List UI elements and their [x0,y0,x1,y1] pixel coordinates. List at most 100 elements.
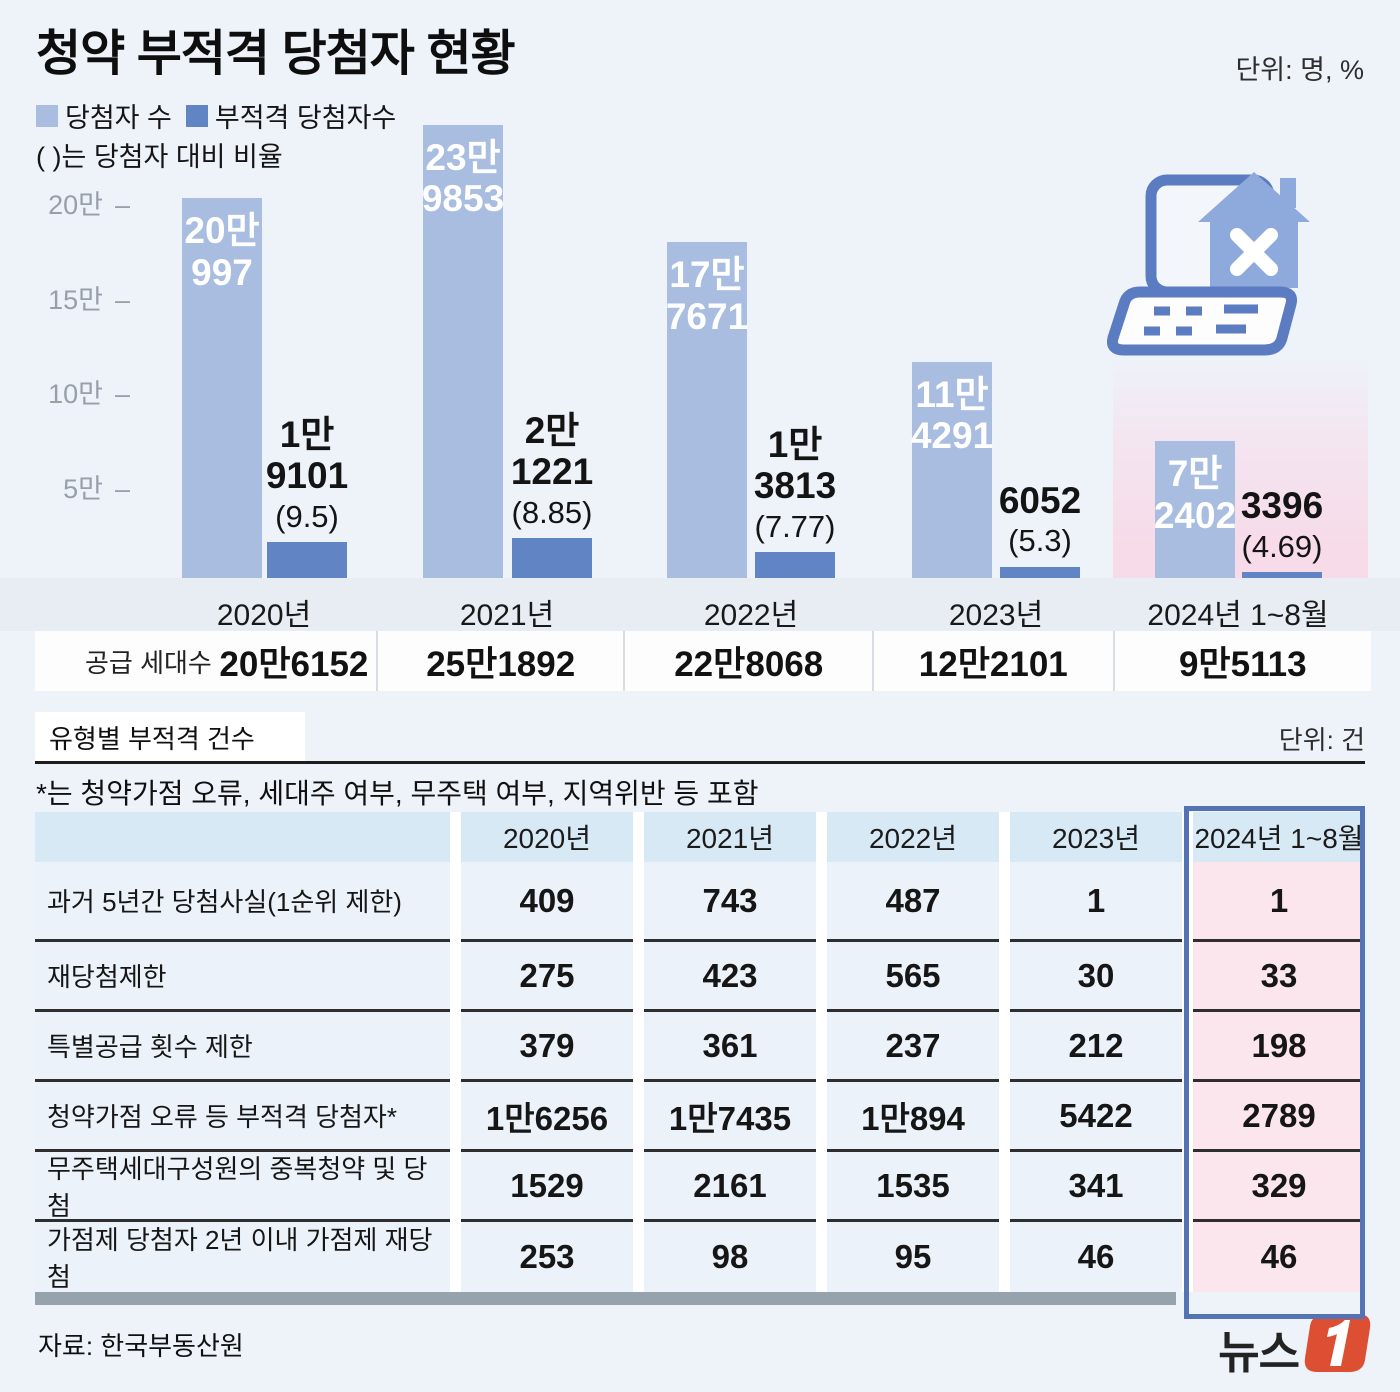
y-axis-tick: 15만 – [20,278,130,317]
table-cell-value: 341 [1010,1152,1182,1222]
x-axis-category: 2020년 [216,599,312,632]
table-header-year: 2024년 1~8월 [1193,812,1365,862]
table-cell-value: 198 [1193,1012,1365,1082]
table-footnote: *는 청약가점 오류, 세대주 여부, 무주택 여부, 지역위반 등 포함 [36,778,759,809]
news1-logo-one-icon [1304,1313,1371,1372]
winners-bar [182,198,262,578]
table-row-label: 재당첨제한 [35,942,450,1012]
table-cell-value: 237 [827,1012,999,1082]
table-cell-value: 329 [1193,1152,1365,1222]
y-tick-mark: – [114,379,130,409]
ineligible-value-label: 1만 9101 (9.5) [227,415,387,534]
ineligible-value-line: 3396 [1240,484,1324,526]
table-cell-value: 743 [644,862,816,942]
ineligible-ratio: (9.5) [275,498,339,534]
section-divider [35,761,1365,764]
ineligible-value-line: 6052 [998,479,1082,521]
x-axis-band [0,578,1400,631]
y-tick-label: 15만 [48,284,103,315]
section2-title-chip: 유형별 부적격 건수 [35,712,305,762]
ineligible-bar [1000,566,1080,578]
ineligible-ratio: (4.69) [1241,528,1323,564]
table-cell-value: 2161 [644,1152,816,1222]
winners-value-line: 17만 [669,254,745,296]
table-cell-value: 2789 [1193,1082,1365,1152]
legend-swatch-ineligible [185,104,208,127]
y-tick-label: 20만 [48,190,103,220]
winners-value-label: 20만 997 [170,210,274,293]
table-cell-value: 1529 [461,1152,633,1222]
table-cell-value: 1 [1193,862,1365,942]
supply-households-row: 공급 세대수 20만6152 25만1892 22만8068 12만2101 9만5113 [35,631,1371,691]
table-header-year: 2023년 [1010,812,1182,862]
winners-value-line: 23만 [425,136,501,178]
winners-bar [912,361,992,578]
table-header-year: 2021년 [644,812,816,862]
page-title: 청약 부적격 당첨자 현황 [36,27,516,81]
ineligible-ratio: (7.77) [754,508,836,544]
news1-logo-text: 뉴스 [1218,1327,1300,1378]
bar-chart: 20만 –15만 –10만 –5만 –20만 997 1만 9101 (9.5) 2020년 23만… [0,124,1400,632]
table-row-label: 무주택세대구성원의 중복청약 및 당첨 [35,1152,450,1222]
table-cell-value: 361 [644,1012,816,1082]
supply-value: 25만1892 [375,631,624,691]
section2-title: 유형별 부적격 건수 [49,723,255,754]
ineligible-value-line: 1만 [767,424,823,466]
table-header-year: 2020년 [461,812,633,862]
winners-value-line: 2402 [1153,494,1237,536]
ineligible-value-label: 3396 (4.69) [1202,484,1362,564]
ineligible-value-line: 3813 [753,465,837,507]
table-cell-value: 212 [1010,1012,1182,1082]
table-cell-value: 565 [827,942,999,1012]
table-cell-value: 275 [461,942,633,1012]
news1-logo: 뉴스 [1218,1304,1372,1381]
y-axis-tick: 5만 – [20,467,130,506]
x-axis-category: 2023년 [948,599,1044,632]
table-cell-value: 253 [461,1222,633,1292]
ineligible-bar [1242,571,1322,578]
winners-value-line: 997 [191,251,253,293]
supply-value: 12만2101 [871,631,1113,691]
laptop-house-x-icon [1107,172,1310,356]
table-cell-value: 33 [1193,942,1365,1012]
y-tick-mark: – [114,190,130,220]
y-tick-mark: – [114,284,130,315]
table-cell-value: 487 [827,862,999,942]
ineligible-bar [755,551,835,578]
table-header-empty [35,812,450,862]
table-cell-value: 1535 [827,1152,999,1222]
unit-label-mid: 단위: 건 [1278,725,1365,755]
y-tick-mark: – [114,473,130,504]
supply-value: 22만8068 [623,631,872,691]
table-cell-value: 1만6256 [461,1082,633,1152]
table-cell-value: 379 [461,1012,633,1082]
table-cell-value: 46 [1193,1222,1365,1292]
y-axis-tick: 20만 – [20,183,130,222]
x-axis-category: 2024년 1~8월 [1147,599,1329,632]
x-axis-category: 2022년 [703,599,799,632]
table-cell-value: 30 [1010,942,1182,1012]
table-cell-value: 1 [1010,862,1182,942]
supply-row-label: 공급 세대수 [85,647,212,678]
table-cell-value: 95 [827,1222,999,1292]
legend-label-winners: 당첨자 수 [65,103,172,133]
legend-swatch-winners [36,104,58,127]
ineligible-bar [512,537,592,578]
table-bottom-bar [35,1292,1176,1305]
legend-note: ( )는 당첨자 대비 비율 [36,142,283,172]
winners-bar [667,242,747,578]
winners-value-label: 11만 4291 [900,374,1004,457]
highlight-column-border-2024 [1184,806,1365,1319]
supply-value: 20만6152 [219,644,369,684]
winners-value-line: 7만 [1167,453,1223,495]
winners-value-label: 7만 2402 [1143,453,1247,536]
y-tick-label: 5만 [63,473,103,504]
table-cell-value: 1만894 [827,1082,999,1152]
ineligible-ratio: (5.3) [1008,523,1072,559]
supply-value: 9만5113 [1112,631,1371,691]
winners-value-line: 20만 [184,210,260,252]
unit-label-top: 단위: 명, % [1235,55,1364,85]
x-axis-category: 2021년 [459,599,555,632]
winners-value-line: 7671 [665,295,749,337]
